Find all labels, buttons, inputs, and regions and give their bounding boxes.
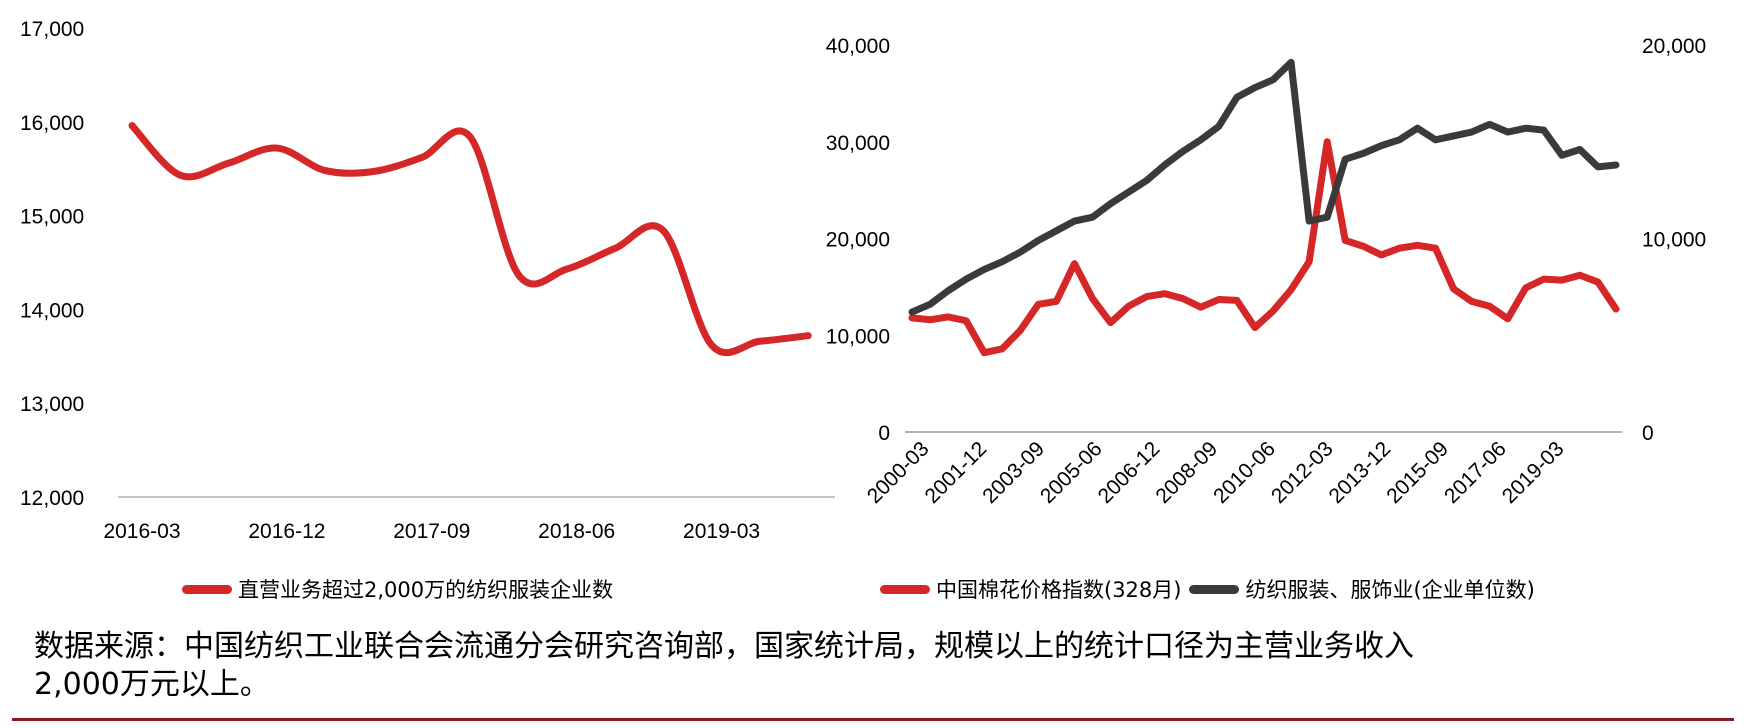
- left-y-tick-label: 30,000: [826, 132, 890, 155]
- textile-firms-count-line: [908, 58, 1620, 316]
- right-x-axis-ticks: 2000-032001-122003-092005-062006-122008-…: [863, 437, 1569, 508]
- footnote-line-1: 数据来源：中国纺织工业联合会流通分会研究咨询部，国家统计局，规模以上的统计口径为…: [34, 629, 1414, 664]
- x-tick-label: 2015-09: [1382, 437, 1453, 508]
- x-tick-label: 2005-06: [1036, 437, 1107, 508]
- x-tick-label: 2008-09: [1151, 437, 1222, 508]
- right-y-tick-label: 0: [1642, 422, 1654, 445]
- x-tick-label: 2016-03: [103, 520, 180, 543]
- legend-item-textile-firms: 纺织服装、服饰业(企业单位数): [1189, 574, 1535, 604]
- charts-canvas: 17,000 16,000 15,000 14,000 13,000 12,000 201…: [20, 18, 1706, 543]
- legend-label: 纺织服装、服饰业(企业单位数): [1245, 578, 1535, 602]
- left-y-tick-label: 40,000: [826, 35, 890, 58]
- y-tick-label: 17,000: [20, 18, 84, 41]
- x-tick-label: 2017-09: [393, 520, 470, 543]
- y-tick-label: 16,000: [20, 112, 84, 135]
- right-legend: 中国棉花价格指数(328月) 纺织服装、服饰业(企业单位数): [880, 574, 1543, 604]
- left-chart: 17,000 16,000 15,000 14,000 13,000 12,000 201…: [20, 18, 835, 543]
- x-tick-label: 2006-12: [1094, 437, 1165, 508]
- left-y-tick-label: 10,000: [826, 325, 890, 348]
- red-line-swatch-icon: [182, 584, 232, 594]
- left-y-tick-label: 0: [878, 422, 890, 445]
- legend-label: 直营业务超过2,000万的纺织服装企业数: [238, 578, 614, 602]
- x-tick-label: 2000-03: [863, 437, 934, 508]
- right-right-y-axis-ticks: 20,000 10,000 0: [1642, 35, 1706, 445]
- right-y-tick-label: 20,000: [1642, 35, 1706, 58]
- dark-line-swatch-icon: [1189, 584, 1240, 594]
- y-tick-label: 14,000: [20, 299, 84, 322]
- x-tick-label: 2017-06: [1440, 437, 1511, 508]
- x-tick-label: 2003-09: [978, 437, 1049, 508]
- left-y-axis-ticks: 17,000 16,000 15,000 14,000 13,000 12,000: [20, 18, 84, 510]
- red-line-swatch-icon: [880, 584, 930, 594]
- x-tick-label: 2019-03: [1498, 437, 1569, 508]
- right-left-y-axis-ticks: 40,000 30,000 20,000 10,000 0: [826, 35, 890, 445]
- left-y-tick-label: 20,000: [826, 229, 890, 252]
- x-tick-label: 2018-06: [538, 520, 615, 543]
- y-tick-label: 12,000: [20, 487, 84, 510]
- right-y-tick-label: 10,000: [1642, 229, 1706, 252]
- legend-item-firms-over-20m: 直营业务超过2,000万的纺织服装企业数: [182, 574, 613, 604]
- legend-item-cotton-index: 中国棉花价格指数(328月): [880, 574, 1181, 604]
- left-legend: 直营业务超过2,000万的纺织服装企业数: [182, 574, 621, 604]
- x-tick-label: 2013-12: [1325, 437, 1396, 508]
- x-tick-label: 2019-03: [683, 520, 760, 543]
- x-tick-label: 2010-06: [1209, 437, 1280, 508]
- cotton-price-index-line: [908, 138, 1620, 357]
- left-series-line: [128, 122, 812, 357]
- bottom-divider: [12, 718, 1734, 721]
- x-tick-label: 2012-03: [1267, 437, 1338, 508]
- y-tick-label: 13,000: [20, 393, 84, 416]
- y-tick-label: 15,000: [20, 206, 84, 229]
- footnote-line-2: 2,000万元以上。: [34, 667, 270, 702]
- source-footnote: 数据来源：中国纺织工业联合会流通分会研究咨询部，国家统计局，规模以上的统计口径为…: [34, 628, 1734, 704]
- x-tick-label: 2016-12: [248, 520, 325, 543]
- left-x-axis-ticks: 2016-03 2016-12 2017-09 2018-06 2019-03: [103, 520, 760, 543]
- legend-label: 中国棉花价格指数(328月): [936, 578, 1182, 602]
- x-tick-label: 2001-12: [920, 437, 991, 508]
